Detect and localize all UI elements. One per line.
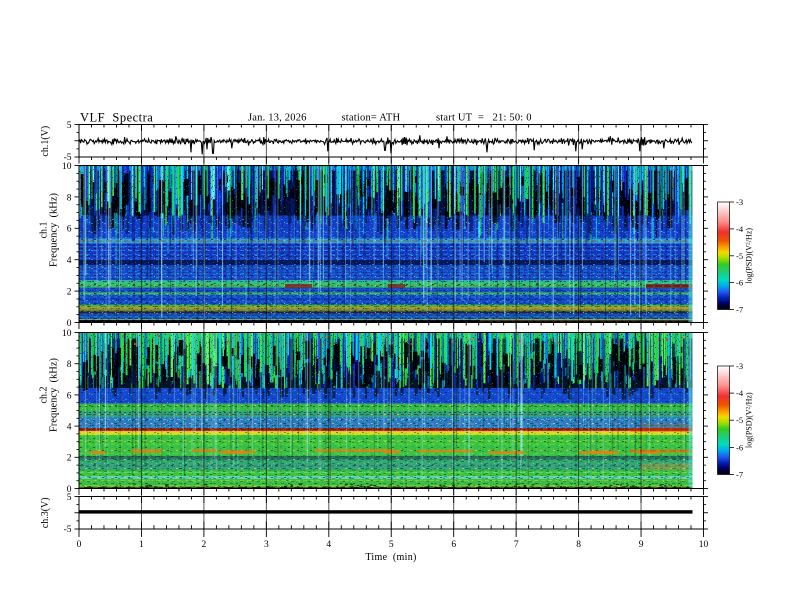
- svg-text:ch.3(V): ch.3(V): [40, 497, 51, 528]
- svg-text:VLF Spectra: VLF Spectra: [80, 110, 153, 124]
- svg-text:ch.1(V): ch.1(V): [40, 126, 51, 157]
- svg-text:-5: -5: [64, 153, 72, 163]
- svg-text:-3: -3: [736, 361, 743, 371]
- svg-text:-5: -5: [736, 251, 743, 261]
- svg-text:8: 8: [67, 193, 72, 203]
- svg-text:log(PSD)(V2/Hz): log(PSD)(V2/Hz): [745, 228, 754, 284]
- svg-text:2: 2: [67, 454, 72, 464]
- svg-text:Frequency (kHz): Frequency (kHz): [49, 357, 60, 432]
- svg-text:-7: -7: [736, 305, 743, 315]
- svg-text:start UT = 21: 50: 0: start UT = 21: 50: 0: [436, 112, 532, 123]
- svg-text:6: 6: [451, 540, 456, 550]
- svg-text:5: 5: [389, 540, 394, 550]
- svg-text:station= ATH: station= ATH: [342, 112, 401, 123]
- svg-text:-5: -5: [736, 415, 743, 425]
- svg-text:2: 2: [67, 288, 72, 298]
- svg-text:-3: -3: [736, 197, 743, 207]
- svg-text:log(PSD)(V2/Hz): log(PSD)(V2/Hz): [745, 392, 754, 448]
- svg-text:ch.2: ch.2: [39, 387, 50, 404]
- svg-text:-5: -5: [64, 525, 72, 535]
- svg-text:8: 8: [67, 360, 72, 370]
- svg-text:5: 5: [67, 493, 72, 503]
- svg-text:-7: -7: [736, 470, 743, 480]
- svg-text:4: 4: [67, 256, 72, 266]
- svg-text:ch.1: ch.1: [39, 222, 50, 239]
- svg-text:10: 10: [62, 162, 72, 172]
- svg-text:4: 4: [326, 540, 331, 550]
- svg-text:-6: -6: [736, 442, 743, 452]
- svg-text:8: 8: [576, 540, 581, 550]
- svg-text:3: 3: [264, 540, 269, 550]
- svg-text:0: 0: [77, 540, 82, 550]
- svg-text:1: 1: [139, 540, 144, 550]
- svg-text:Frequency (kHz): Frequency (kHz): [49, 192, 60, 267]
- svg-text:10: 10: [699, 540, 709, 550]
- svg-text:Jan. 13, 2026: Jan. 13, 2026: [248, 112, 307, 123]
- svg-text:9: 9: [639, 540, 644, 550]
- svg-text:4: 4: [67, 423, 72, 433]
- svg-text:10: 10: [62, 329, 72, 339]
- svg-text:6: 6: [67, 391, 72, 401]
- svg-text:-4: -4: [736, 224, 744, 234]
- svg-text:-4: -4: [736, 388, 744, 398]
- svg-text:6: 6: [67, 225, 72, 235]
- svg-text:5: 5: [67, 121, 72, 131]
- svg-text:7: 7: [514, 540, 519, 550]
- svg-text:0: 0: [67, 319, 72, 329]
- svg-text:Time (min): Time (min): [365, 552, 416, 563]
- svg-text:2: 2: [202, 540, 207, 550]
- svg-text:-6: -6: [736, 278, 743, 288]
- svg-text:0: 0: [67, 485, 72, 495]
